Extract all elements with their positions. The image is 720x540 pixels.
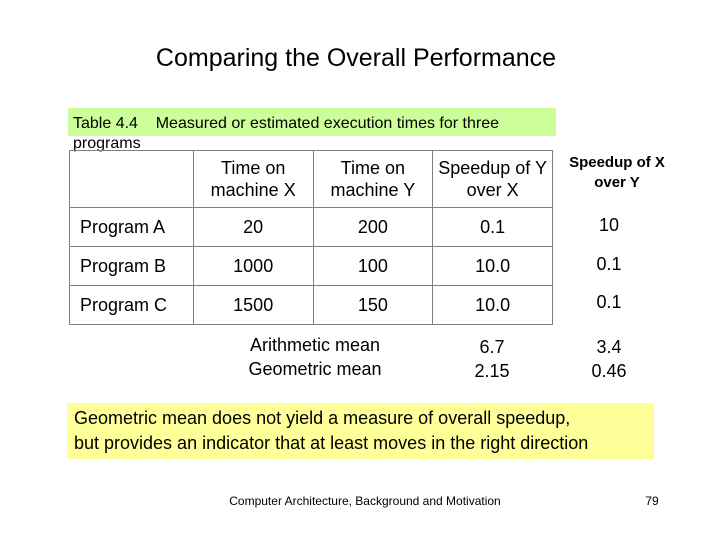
geometric-mean-y-over-x: 2.15 xyxy=(474,361,510,381)
cell-time-y: 100 xyxy=(312,246,434,286)
note-line-1: Geometric mean does not yield a measure … xyxy=(74,408,571,428)
header-time-x: Time on machine X xyxy=(192,150,314,208)
slide-title: Comparing the Overall Performance xyxy=(155,44,557,72)
cell-time-y: 200 xyxy=(312,207,434,247)
arithmetic-mean-label: Arithmetic mean xyxy=(249,335,381,355)
geometric-mean-x-over-y: 0.46 xyxy=(591,361,627,381)
mean-labels: Arithmetic mean Geometric mean xyxy=(228,333,402,381)
cell-time-x: 20 xyxy=(192,207,314,247)
execution-times-table: Time on machine X Time on machine Y Spee… xyxy=(69,150,553,325)
note-line-2: but provides an indicator that at least … xyxy=(74,433,589,453)
table-header-row: Time on machine X Time on machine Y Spee… xyxy=(69,150,553,208)
row-label: Program C xyxy=(69,285,194,325)
footer-text: Computer Architecture, Background and Mo… xyxy=(229,494,501,508)
cell-speedup-x-over-y: 10 xyxy=(598,215,620,235)
arithmetic-mean-x-over-y: 3.4 xyxy=(596,337,622,357)
header-speedup-x-over-y: Speedup of X over Y xyxy=(569,154,665,191)
table-row: Program C 1500 150 10.0 xyxy=(69,285,553,325)
cell-speedup-x-over-y: 0.1 xyxy=(596,292,622,312)
geometric-mean-note: Geometric mean does not yield a measure … xyxy=(74,406,654,456)
cell-speedup-x-over-y: 0.1 xyxy=(596,254,622,274)
cell-time-y: 150 xyxy=(312,285,434,325)
table-row: Program A 20 200 0.1 xyxy=(69,207,553,247)
header-speedup-y-over-x: Speedup of Y over X xyxy=(432,150,553,208)
cell-speedup: 10.0 xyxy=(432,285,553,325)
cell-time-x: 1500 xyxy=(192,285,314,325)
header-time-y: Time on machine Y xyxy=(312,150,434,208)
cell-speedup: 10.0 xyxy=(432,246,553,286)
arithmetic-mean-y-over-x: 6.7 xyxy=(479,337,505,357)
table-row: Program B 1000 100 10.0 xyxy=(69,246,553,286)
header-corner-cell xyxy=(69,150,194,208)
mean-values-y-over-x: 6.7 2.15 xyxy=(440,335,544,383)
caption-highlight xyxy=(68,108,556,136)
row-label: Program B xyxy=(69,246,194,286)
cell-time-x: 1000 xyxy=(192,246,314,286)
table-caption: Table 4.4 Measured or estimated executio… xyxy=(73,115,504,152)
mean-values-x-over-y: 3.4 0.46 xyxy=(566,335,652,383)
row-label: Program A xyxy=(69,207,194,247)
geometric-mean-label: Geometric mean xyxy=(248,359,382,379)
note-highlight xyxy=(67,403,654,459)
cell-speedup: 0.1 xyxy=(432,207,553,247)
page-number: 79 xyxy=(645,494,659,508)
